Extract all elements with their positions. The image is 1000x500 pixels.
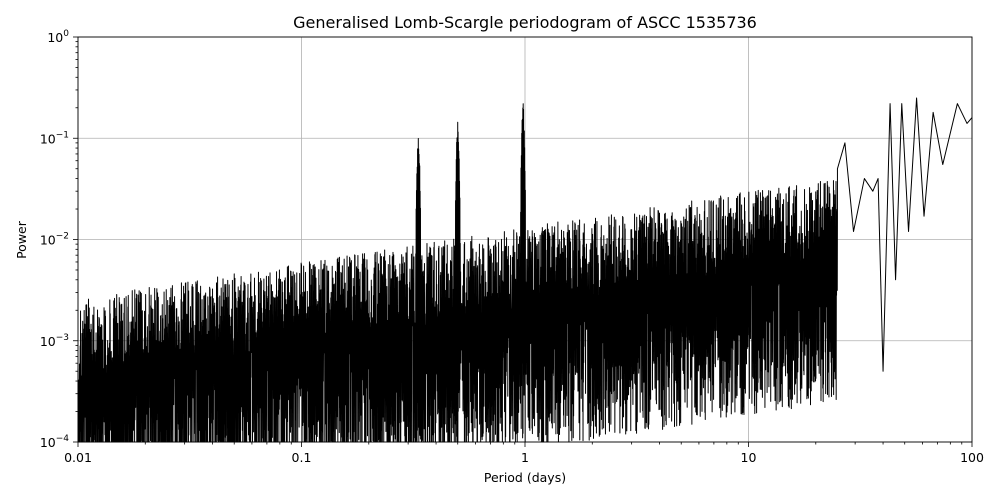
y-tick-label: 10−2 bbox=[40, 232, 69, 248]
y-tick-exponent: −1 bbox=[56, 130, 69, 140]
x-tick-label: 100 bbox=[960, 450, 984, 465]
x-tick-label: 1 bbox=[521, 450, 529, 465]
y-tick-exponent: 0 bbox=[63, 29, 69, 39]
x-axis-label: Period (days) bbox=[484, 470, 566, 485]
x-tick-label: 0.1 bbox=[292, 450, 312, 465]
y-tick-base: 10 bbox=[40, 334, 56, 349]
y-tick-label: 100 bbox=[47, 29, 69, 45]
chart-title: Generalised Lomb-Scargle periodogram of … bbox=[293, 13, 757, 32]
y-tick-label: 10−3 bbox=[40, 333, 69, 349]
y-axis-label: Power bbox=[14, 220, 29, 259]
series-group bbox=[77, 97, 973, 443]
y-tick-label: 10−1 bbox=[40, 130, 69, 146]
y-tick-exponent: −2 bbox=[56, 232, 69, 242]
y-tick-base: 10 bbox=[40, 131, 56, 146]
y-tick-base: 10 bbox=[40, 233, 56, 248]
x-tick-label: 10 bbox=[741, 450, 757, 465]
x-tick-label: 0.01 bbox=[64, 450, 92, 465]
periodogram-line bbox=[77, 97, 973, 443]
y-tick-exponent: −3 bbox=[56, 333, 69, 343]
x-axis: 0.01 0.1 1 10 100 bbox=[64, 442, 984, 465]
y-tick-label: 10−4 bbox=[40, 434, 69, 450]
y-tick-base: 10 bbox=[47, 30, 63, 45]
y-tick-base: 10 bbox=[40, 435, 56, 450]
y-tick-exponent: −4 bbox=[56, 434, 70, 444]
